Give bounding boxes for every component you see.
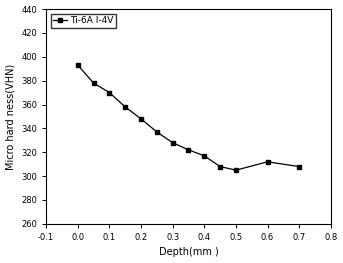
Ti-6A l-4V (139, 117, 143, 120)
Ti-6A l-4V (202, 154, 206, 158)
X-axis label: Depth(mm ): Depth(mm ) (158, 247, 218, 257)
Line: Ti-6A l-4V: Ti-6A l-4V (75, 63, 301, 173)
Ti-6A l-4V (107, 91, 111, 94)
Legend: Ti-6A l-4V: Ti-6A l-4V (51, 14, 116, 28)
Ti-6A l-4V (170, 141, 175, 144)
Ti-6A l-4V (187, 148, 191, 151)
Ti-6A l-4V (76, 64, 80, 67)
Ti-6A l-4V (265, 160, 270, 163)
Ti-6A l-4V (155, 130, 159, 134)
Ti-6A l-4V (234, 169, 238, 172)
Ti-6A l-4V (123, 105, 127, 109)
Ti-6A l-4V (297, 165, 301, 168)
Ti-6A l-4V (218, 165, 222, 168)
Ti-6A l-4V (92, 82, 96, 85)
Y-axis label: Micro hard ness(VHN): Micro hard ness(VHN) (5, 63, 15, 170)
